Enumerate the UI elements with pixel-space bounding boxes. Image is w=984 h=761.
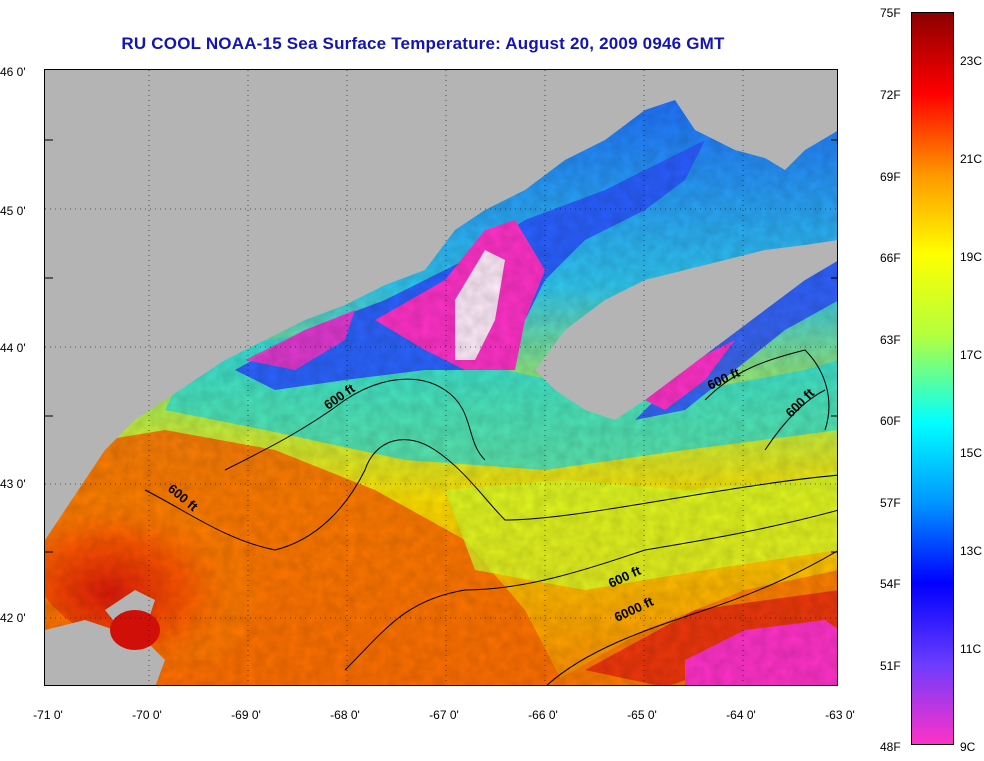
lon-label-68: -68 0' xyxy=(330,708,360,722)
temperature-colorbar xyxy=(911,12,954,745)
colorbar-c-19: 19C xyxy=(960,250,983,264)
colorbar-c-13: 13C xyxy=(960,544,983,558)
colorbar-f-60: 60F xyxy=(880,414,901,428)
lat-label-43: 43 0' xyxy=(0,477,26,491)
lat-label-46: 46 0' xyxy=(0,65,26,79)
lon-label-63: -63 0' xyxy=(825,708,855,722)
lat-label-42: 42 0' xyxy=(0,611,26,625)
colorbar-f-54: 54F xyxy=(880,577,901,591)
lon-label-71: -71 0' xyxy=(33,708,63,722)
colorbar-f-48: 48F xyxy=(880,740,901,754)
cape-cod-bay xyxy=(110,610,160,650)
colorbar-f-66: 66F xyxy=(880,251,901,265)
axis-ticks xyxy=(45,139,837,553)
lon-label-70: -70 0' xyxy=(132,708,162,722)
lon-label-65: -65 0' xyxy=(627,708,657,722)
colorbar-c-23: 23C xyxy=(960,54,983,68)
lon-label-66: -66 0' xyxy=(528,708,558,722)
colorbar-f-63: 63F xyxy=(880,333,901,347)
land-maine-newbrunswick xyxy=(45,70,837,540)
colorbar-f-57: 57F xyxy=(880,496,901,510)
sst-map-svg: 600 ft 600 ft 600 ft 600 ft 600 ft 6000 … xyxy=(45,70,837,685)
colorbar-f-72: 72F xyxy=(880,88,901,102)
colorbar-f-69: 69F xyxy=(880,170,901,184)
lat-label-44: 44 0' xyxy=(0,341,26,355)
colorbar-c-21: 21C xyxy=(960,152,983,166)
colorbar-c-9: 9C xyxy=(960,740,976,754)
land-nova-scotia xyxy=(535,240,837,420)
colorbar-f-51: 51F xyxy=(880,659,901,673)
lon-label-67: -67 0' xyxy=(429,708,459,722)
bathymetry-contours xyxy=(144,349,837,685)
colorbar-c-15: 15C xyxy=(960,446,983,460)
colorbar-c-17: 17C xyxy=(960,348,983,362)
lon-label-64: -64 0' xyxy=(726,708,756,722)
map-title: RU COOL NOAA-15 Sea Surface Temperature:… xyxy=(121,34,725,53)
lat-label-45: 45 0' xyxy=(0,204,26,218)
sst-map: 600 ft 600 ft 600 ft 600 ft 600 ft 6000 … xyxy=(44,69,838,686)
land-massachusetts xyxy=(45,620,165,685)
lon-label-69: -69 0' xyxy=(231,708,261,722)
colorbar-c-11: 11C xyxy=(960,642,982,656)
colorbar-f-75: 75F xyxy=(880,6,901,20)
